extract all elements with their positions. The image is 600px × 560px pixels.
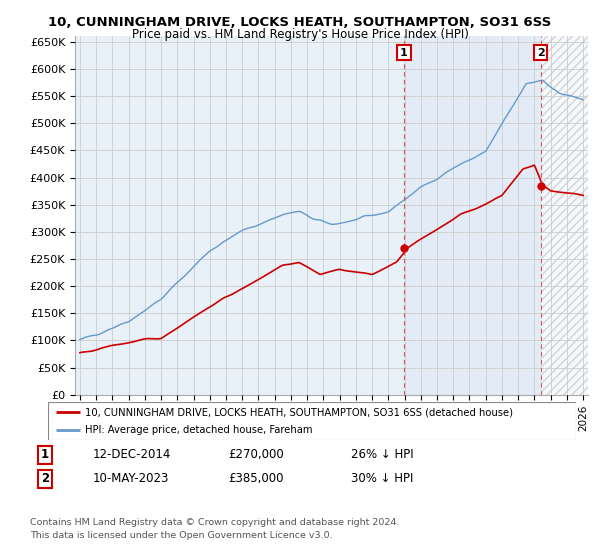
Text: 1: 1: [41, 448, 49, 461]
Text: Price paid vs. HM Land Registry's House Price Index (HPI): Price paid vs. HM Land Registry's House …: [131, 28, 469, 41]
Text: HPI: Average price, detached house, Fareham: HPI: Average price, detached house, Fare…: [85, 425, 313, 435]
Text: 30% ↓ HPI: 30% ↓ HPI: [351, 472, 413, 486]
Text: Contains HM Land Registry data © Crown copyright and database right 2024.
This d: Contains HM Land Registry data © Crown c…: [30, 519, 400, 540]
Text: 2: 2: [536, 48, 544, 58]
Text: 10, CUNNINGHAM DRIVE, LOCKS HEATH, SOUTHAMPTON, SO31 6SS: 10, CUNNINGHAM DRIVE, LOCKS HEATH, SOUTH…: [49, 16, 551, 29]
Text: 10-MAY-2023: 10-MAY-2023: [93, 472, 169, 486]
Text: £385,000: £385,000: [228, 472, 284, 486]
Text: £270,000: £270,000: [228, 448, 284, 461]
Text: 10, CUNNINGHAM DRIVE, LOCKS HEATH, SOUTHAMPTON, SO31 6SS (detached house): 10, CUNNINGHAM DRIVE, LOCKS HEATH, SOUTH…: [85, 407, 513, 417]
Text: 1: 1: [400, 48, 408, 58]
Text: 2: 2: [41, 472, 49, 486]
Text: 12-DEC-2014: 12-DEC-2014: [93, 448, 172, 461]
Text: 26% ↓ HPI: 26% ↓ HPI: [351, 448, 413, 461]
